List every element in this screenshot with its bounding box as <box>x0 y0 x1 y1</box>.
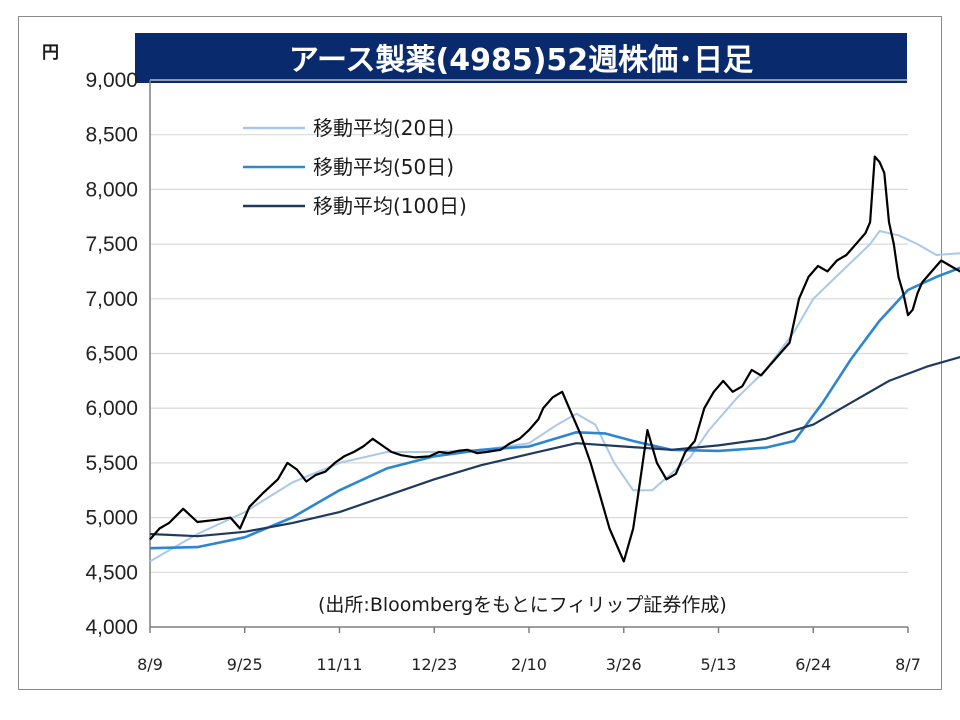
y-axis-ticks: 9,000 8,500 8,000 7,500 7,000 6,500 6,000 5,500… <box>85 69 138 639</box>
grid-lines <box>149 79 908 628</box>
x-axis-ticks: 8/9 9/25 11/11 12/23 2/10 3/26 5/13 6/24 8/7 <box>137 627 921 674</box>
moving-average-line <box>149 266 960 550</box>
legend: 移動平均(20日) 移動平均(50日) 移動平均(100日) <box>243 116 467 218</box>
x-tick-label: 8/9 <box>137 655 163 674</box>
y-tick-label: 9,000 <box>85 69 138 92</box>
moving-average-line <box>149 230 960 563</box>
y-tick-label: 5,500 <box>85 452 138 475</box>
legend-label: 移動平均(50日) <box>313 155 454 179</box>
y-tick-label: 6,500 <box>85 343 138 366</box>
y-tick-label: 4,500 <box>85 561 138 584</box>
source-note: (出所:Bloombergをもとにフィリップ証券作成) <box>318 594 727 616</box>
unit-label: 円 <box>42 43 59 63</box>
y-tick-label: 5,000 <box>85 507 138 530</box>
y-tick-label: 6,000 <box>85 397 138 420</box>
y-tick-label: 4,000 <box>85 616 138 639</box>
moving-average-line <box>149 355 960 538</box>
x-tick-label: 5/13 <box>701 655 737 674</box>
legend-label: 移動平均(100日) <box>313 194 467 218</box>
x-tick-label: 8/7 <box>895 655 921 674</box>
price-line <box>149 155 960 563</box>
y-tick-label: 8,500 <box>85 124 138 147</box>
title-band <box>135 33 907 83</box>
legend-label: 移動平均(20日) <box>313 116 454 140</box>
x-tick-label: 9/25 <box>227 655 263 674</box>
x-tick-label: 11/11 <box>316 655 362 674</box>
series-lines <box>149 155 960 563</box>
y-tick-label: 7,000 <box>85 288 138 311</box>
y-tick-label: 8,000 <box>85 178 138 201</box>
y-tick-label: 7,500 <box>85 233 138 256</box>
x-tick-label: 2/10 <box>511 655 547 674</box>
x-tick-label: 6/24 <box>795 655 831 674</box>
chart-title: アース製薬(4985)52週株価･日足 <box>289 43 753 78</box>
x-tick-label: 12/23 <box>411 655 457 674</box>
x-tick-label: 3/26 <box>606 655 642 674</box>
